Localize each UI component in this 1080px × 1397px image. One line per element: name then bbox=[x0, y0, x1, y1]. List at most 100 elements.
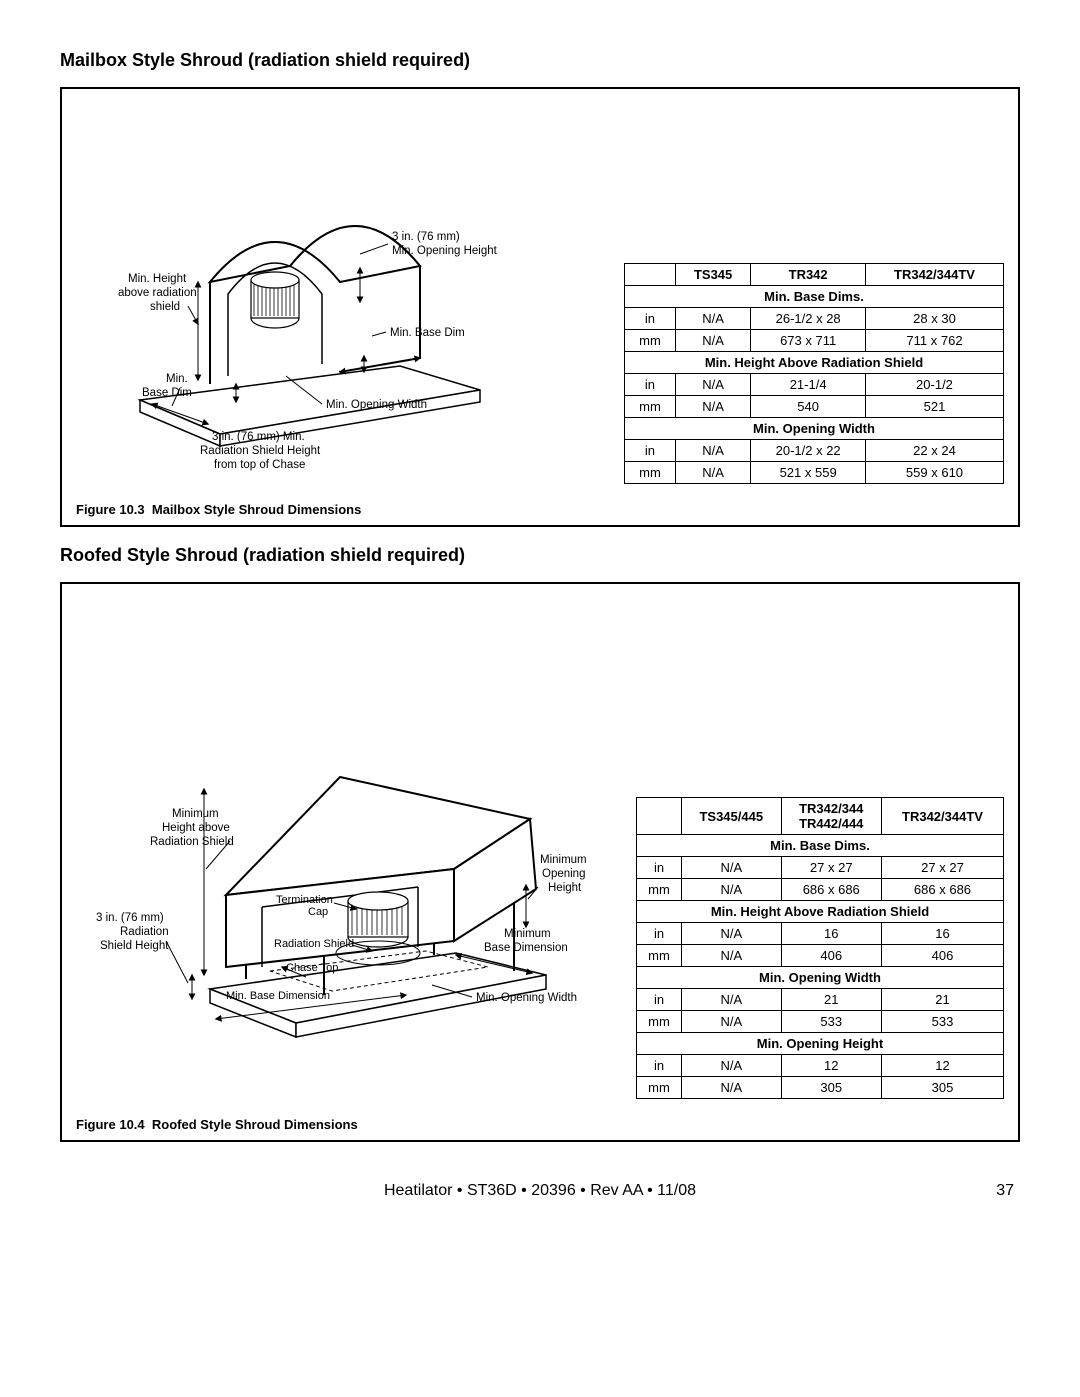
t1-g0-r0-0: in bbox=[625, 308, 676, 330]
t2-h2: TR342/344 TR442/444 bbox=[781, 798, 881, 835]
roofed-diagram: Minimum Height above Radiation Shield Te… bbox=[76, 689, 616, 1109]
t1-g1-r1-0: mm bbox=[625, 396, 676, 418]
t2-g2-r0-0: in bbox=[637, 989, 682, 1011]
t2-h1: TS345/445 bbox=[682, 798, 782, 835]
t2-g1-r1-1: N/A bbox=[682, 945, 782, 967]
t1-g0-h: Min. Base Dims. bbox=[625, 286, 1004, 308]
mailbox-diagram: 3 in. (76 mm) Min. Opening Height Min. H… bbox=[76, 154, 604, 494]
t2-g3-r0-2: 12 bbox=[781, 1055, 881, 1077]
t2-g3-r1-3: 305 bbox=[881, 1077, 1003, 1099]
t1-g0-r1-1: N/A bbox=[675, 330, 750, 352]
t1-g1-h: Min. Height Above Radiation Shield bbox=[625, 352, 1004, 374]
section1-title: Mailbox Style Shroud (radiation shield r… bbox=[60, 50, 1020, 71]
t1-g1-r1-2: 540 bbox=[751, 396, 866, 418]
t2-g2-h: Min. Opening Width bbox=[637, 967, 1004, 989]
lbl-open-height-2: Min. Opening Height bbox=[392, 245, 498, 257]
t2-g3-r0-3: 12 bbox=[881, 1055, 1003, 1077]
t1-g1-r0-1: N/A bbox=[675, 374, 750, 396]
l-moh-3: Height bbox=[548, 882, 582, 894]
l-rsh-3: Shield Height bbox=[100, 940, 169, 952]
t2-g1-r1-3: 406 bbox=[881, 945, 1003, 967]
footer-center: Heatilator • ST36D • 20396 • Rev AA • 11… bbox=[303, 1182, 777, 1200]
t2-g3-h: Min. Opening Height bbox=[637, 1033, 1004, 1055]
l-mbd-r2: Base Dimension bbox=[484, 942, 568, 954]
t2-g1-r0-0: in bbox=[637, 923, 682, 945]
t2-g3-r1-0: mm bbox=[637, 1077, 682, 1099]
table-10-3: TS345 TR342 TR342/344TV Min. Base Dims. … bbox=[624, 263, 1004, 484]
t2-g1-h: Min. Height Above Radiation Shield bbox=[637, 901, 1004, 923]
t2-h0 bbox=[637, 798, 682, 835]
t1-g2-r1-1: N/A bbox=[675, 462, 750, 484]
t1-g1-r1-3: 521 bbox=[865, 396, 1003, 418]
figure-10-3: 3 in. (76 mm) Min. Opening Height Min. H… bbox=[60, 87, 1020, 527]
t1-g2-r0-3: 22 x 24 bbox=[865, 440, 1003, 462]
t1-g0-r0-2: 26-1/2 x 28 bbox=[751, 308, 866, 330]
l-rs: Radiation Shield bbox=[274, 938, 354, 950]
t1-g1-r0-0: in bbox=[625, 374, 676, 396]
t2-g3-r0-1: N/A bbox=[682, 1055, 782, 1077]
t1-g2-r0-1: N/A bbox=[675, 440, 750, 462]
footer-page-number: 37 bbox=[777, 1182, 1014, 1200]
t1-h1: TS345 bbox=[675, 264, 750, 286]
lbl-rs-3: from top of Chase bbox=[214, 459, 305, 471]
t1-g0-r1-3: 711 x 762 bbox=[865, 330, 1003, 352]
t2-g0-r0-2: 27 x 27 bbox=[781, 857, 881, 879]
t1-g2-r1-2: 521 x 559 bbox=[751, 462, 866, 484]
t1-g2-r0-2: 20-1/2 x 22 bbox=[751, 440, 866, 462]
t1-g0-r1-0: mm bbox=[625, 330, 676, 352]
t2-g3-r1-1: N/A bbox=[682, 1077, 782, 1099]
caption-prefix-2: Figure 10.4 bbox=[76, 1117, 145, 1132]
t2-g2-r0-1: N/A bbox=[682, 989, 782, 1011]
t2-g2-r1-1: N/A bbox=[682, 1011, 782, 1033]
page-footer: Heatilator • ST36D • 20396 • Rev AA • 11… bbox=[60, 1182, 1020, 1200]
lbl-mha-3: shield bbox=[150, 301, 180, 313]
caption-prefix-1: Figure 10.3 bbox=[76, 502, 145, 517]
t1-g2-r1-3: 559 x 610 bbox=[865, 462, 1003, 484]
l-tc-1: Termination bbox=[276, 894, 333, 906]
t2-g1-r0-1: N/A bbox=[682, 923, 782, 945]
t2-g0-h: Min. Base Dims. bbox=[637, 835, 1004, 857]
lbl-rs-1: 3 in. (76 mm) Min. bbox=[212, 431, 305, 443]
l-rsh-1: 3 in. (76 mm) bbox=[96, 912, 164, 924]
t2-g3-r1-2: 305 bbox=[781, 1077, 881, 1099]
t1-g0-r0-3: 28 x 30 bbox=[865, 308, 1003, 330]
l-moh-2: Opening bbox=[542, 868, 585, 880]
t2-g0-r1-0: mm bbox=[637, 879, 682, 901]
l-mow: Min. Opening Width bbox=[476, 992, 577, 1004]
table-10-4: TS345/445 TR342/344 TR442/444 TR342/344T… bbox=[636, 797, 1004, 1099]
t1-g2-h: Min. Opening Width bbox=[625, 418, 1004, 440]
t1-g0-r1-2: 673 x 711 bbox=[751, 330, 866, 352]
t2-g1-r0-2: 16 bbox=[781, 923, 881, 945]
lbl-mha-2: above radiation bbox=[118, 287, 197, 299]
t2-g3-r0-0: in bbox=[637, 1055, 682, 1077]
l-tc-2: Cap bbox=[308, 906, 328, 918]
t2-g1-r1-2: 406 bbox=[781, 945, 881, 967]
t1-g1-r1-1: N/A bbox=[675, 396, 750, 418]
l-mbd-b: Min. Base Dimension bbox=[226, 990, 330, 1002]
t2-h3: TR342/344TV bbox=[881, 798, 1003, 835]
l-mha-1: Minimum bbox=[172, 808, 219, 820]
t2-g1-r1-0: mm bbox=[637, 945, 682, 967]
t1-h2: TR342 bbox=[751, 264, 866, 286]
t2-g0-r0-0: in bbox=[637, 857, 682, 879]
t1-g1-r0-3: 20-1/2 bbox=[865, 374, 1003, 396]
caption-text-1: Mailbox Style Shroud Dimensions bbox=[152, 502, 361, 517]
lbl-mbd-right: Min. Base Dim bbox=[390, 327, 465, 339]
t2-g2-r1-0: mm bbox=[637, 1011, 682, 1033]
t2-g0-r0-1: N/A bbox=[682, 857, 782, 879]
lbl-mbd-l1: Min. bbox=[166, 373, 188, 385]
figure-10-4-caption: Figure 10.4 Roofed Style Shroud Dimensio… bbox=[76, 1117, 1004, 1132]
lbl-mbd-l2: Base Dim bbox=[142, 387, 192, 399]
section2-title: Roofed Style Shroud (radiation shield re… bbox=[60, 545, 1020, 566]
t2-g0-r0-3: 27 x 27 bbox=[881, 857, 1003, 879]
lbl-rs-2: Radiation Shield Height bbox=[200, 445, 321, 457]
t2-g2-r1-2: 533 bbox=[781, 1011, 881, 1033]
l-mha-3: Radiation Shield bbox=[150, 836, 234, 848]
lbl-mha-1: Min. Height bbox=[128, 273, 187, 285]
lbl-open-height-1: 3 in. (76 mm) bbox=[392, 231, 460, 243]
caption-text-2: Roofed Style Shroud Dimensions bbox=[152, 1117, 358, 1132]
figure-10-4: Minimum Height above Radiation Shield Te… bbox=[60, 582, 1020, 1142]
t1-g2-r0-0: in bbox=[625, 440, 676, 462]
l-rsh-2: Radiation bbox=[120, 926, 169, 938]
t1-h0 bbox=[625, 264, 676, 286]
